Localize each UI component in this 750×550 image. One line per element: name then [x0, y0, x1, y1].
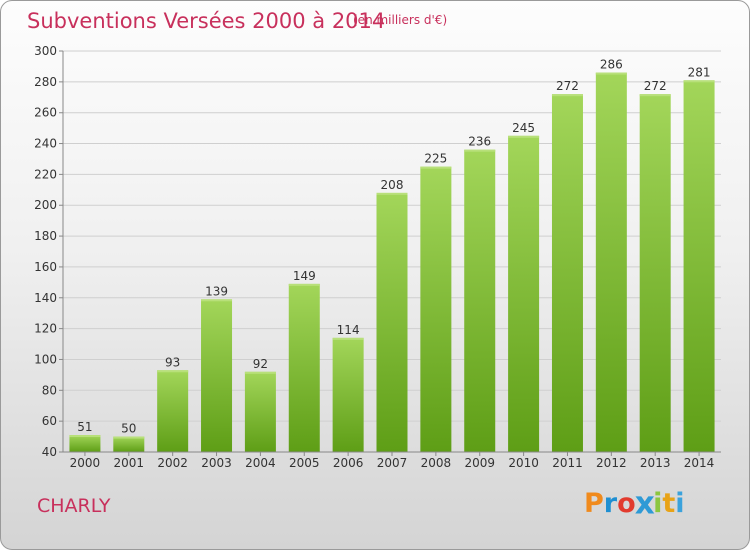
proxiti-logo: Proxiti [584, 485, 685, 522]
bar [595, 72, 627, 452]
bar-top-highlight [508, 135, 540, 138]
x-tick-label: 2002 [157, 456, 188, 470]
x-tick-label: 2006 [333, 456, 364, 470]
data-label: 51 [77, 420, 92, 434]
logo-letter: x [634, 485, 655, 522]
x-tick-label: 2007 [377, 456, 408, 470]
y-tick-label: 240 [34, 137, 57, 151]
data-label: 139 [205, 284, 228, 298]
y-tick-label: 260 [34, 106, 57, 120]
x-tick-label: 2013 [640, 456, 671, 470]
data-label: 149 [293, 269, 316, 283]
data-label: 272 [556, 79, 579, 93]
y-tick-label: 220 [34, 167, 57, 181]
axes [59, 50, 721, 456]
bar-top-highlight [69, 435, 101, 438]
data-label: 208 [381, 178, 404, 192]
bar [376, 192, 408, 452]
x-tick-label: 2004 [245, 456, 276, 470]
bar-top-highlight [595, 72, 627, 75]
x-tick-label: 2009 [464, 456, 495, 470]
bar [113, 436, 145, 452]
data-label: 281 [688, 65, 711, 79]
y-tick-label: 100 [34, 352, 57, 366]
data-label: 245 [512, 121, 535, 135]
x-tick-label: 2000 [70, 456, 101, 470]
x-tick-label: 2010 [508, 456, 539, 470]
x-tick-label: 2011 [552, 456, 583, 470]
bar [420, 166, 452, 452]
data-label: 225 [424, 152, 447, 166]
y-tick-label: 40 [42, 445, 57, 459]
x-tick-label: 2012 [596, 456, 627, 470]
bar-top-highlight [244, 371, 276, 374]
y-tick-label: 120 [34, 322, 57, 336]
bars [69, 72, 715, 453]
y-tick-label: 140 [34, 291, 57, 305]
bar-top-highlight [551, 94, 583, 97]
y-tick-label: 60 [42, 414, 57, 428]
bar-top-highlight [376, 192, 408, 195]
x-tick-label: 2014 [684, 456, 715, 470]
bar-top-highlight [332, 337, 364, 340]
bar [288, 283, 320, 452]
data-label: 92 [253, 357, 268, 371]
logo-letter: i [675, 488, 685, 519]
logo-letter: P [584, 488, 604, 519]
bar [69, 435, 101, 452]
x-tick-label: 2005 [289, 456, 320, 470]
logo-letter: i [653, 488, 663, 519]
commune-name: CHARLY [37, 495, 111, 517]
bar [157, 370, 189, 452]
bar [639, 94, 671, 452]
labels: 40 60 80 100 120 140 160 180 200 220 240 260 280 300 5… [34, 44, 714, 470]
bar-top-highlight [639, 94, 671, 97]
logo-letter: r [603, 488, 618, 519]
bar [244, 371, 276, 452]
data-label: 93 [165, 355, 180, 369]
bar-top-highlight [464, 149, 496, 152]
bar-top-highlight [683, 80, 715, 83]
bar [464, 149, 496, 452]
y-tick-label: 180 [34, 229, 57, 243]
bar [551, 94, 583, 452]
bar [332, 337, 364, 452]
bar-top-highlight [113, 436, 145, 439]
y-tick-label: 300 [34, 44, 57, 58]
logo-letter: t [662, 488, 676, 519]
bar [201, 299, 233, 452]
y-tick-label: 160 [34, 260, 57, 274]
x-tick-label: 2003 [201, 456, 232, 470]
bar-top-highlight [157, 370, 189, 373]
data-label: 272 [644, 79, 667, 93]
chart-title: Subventions Versées 2000 à 2014 [27, 9, 386, 33]
data-label: 286 [600, 58, 623, 72]
bar-top-highlight [288, 283, 320, 286]
data-label: 50 [121, 422, 136, 436]
y-tick-label: 200 [34, 198, 57, 212]
x-tick-label: 2008 [421, 456, 452, 470]
bar-top-highlight [420, 166, 452, 169]
bar [683, 80, 715, 453]
chart-subtitle: (en milliers d'€) [353, 13, 448, 27]
data-label: 236 [468, 135, 491, 149]
y-tick-label: 80 [42, 383, 57, 397]
logo-letter: o [617, 488, 636, 519]
bar-top-highlight [201, 299, 233, 302]
x-tick-label: 2001 [114, 456, 145, 470]
data-label: 114 [337, 323, 360, 337]
bar [508, 135, 540, 453]
y-tick-label: 280 [34, 75, 57, 89]
